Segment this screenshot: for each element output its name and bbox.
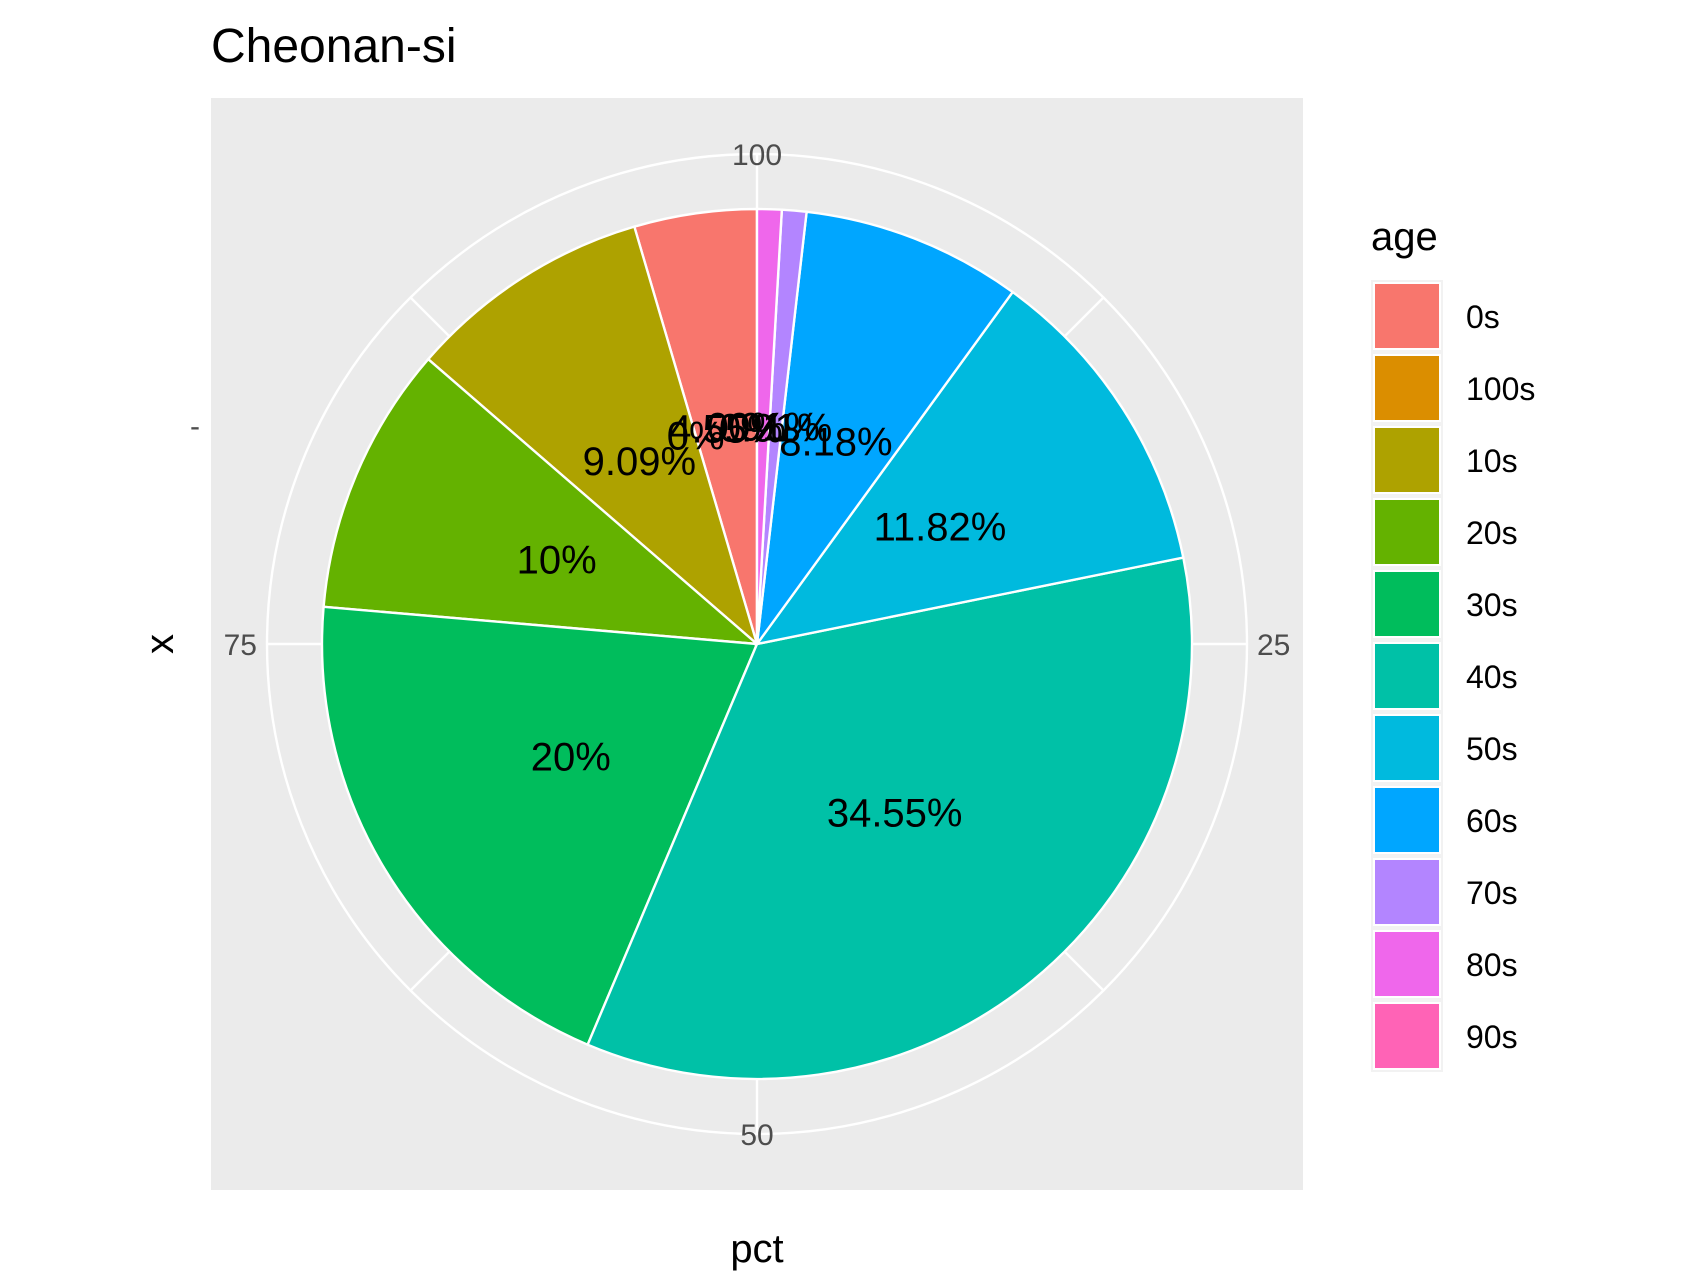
pie-slice-10s	[426, 225, 760, 648]
slice-label-100s: 0%	[667, 414, 725, 458]
slice-labels: 4.55%0%9.09%10%20%34.55%11.82%8.18%0.91%…	[517, 406, 1007, 836]
legend-label-80s: 80s	[1466, 947, 1518, 983]
tick-layer: 100 25 50 75	[224, 139, 1291, 1152]
legend-label-50s: 50s	[1466, 731, 1518, 767]
pie-slice-40s	[586, 556, 1194, 1081]
legend-key-40s	[1373, 642, 1441, 710]
pie-slice-60s	[755, 210, 1015, 649]
legend-key-80s	[1373, 930, 1441, 998]
legend-label-30s: 30s	[1466, 587, 1518, 623]
slice-label-10s: 9.09%	[583, 440, 696, 484]
legend-key-10s	[1373, 426, 1441, 494]
chart-title: Cheonan-si	[211, 20, 456, 73]
slice-label-80s: 0.91%	[707, 406, 820, 450]
slice-label-90s: 0%	[728, 406, 786, 450]
legend-label-90s: 90s	[1466, 1019, 1518, 1055]
legend-label-70s: 70s	[1466, 875, 1518, 911]
slice-label-30s: 20%	[531, 735, 611, 779]
legend: 0s 100s 10s 20s 30s 40s 50s 60s 70s 80s 90s	[1371, 280, 1535, 1072]
pie-slice-20s	[322, 357, 761, 646]
legend-key-90s	[1373, 1002, 1441, 1070]
slices-layer	[320, 207, 1194, 1081]
slice-label-40s: 34.55%	[827, 791, 963, 835]
legend-key-70s	[1373, 858, 1441, 926]
legend-label-100s: 100s	[1466, 371, 1535, 407]
slice-label-0s: 4.55%	[669, 408, 782, 452]
y-axis-title: x	[138, 634, 182, 654]
x-tick-label: 75	[224, 629, 257, 662]
legend-key-60s	[1373, 786, 1441, 854]
legend-label-0s: 0s	[1466, 299, 1500, 335]
legend-key-50s	[1373, 714, 1441, 782]
pie-slice-30s	[320, 605, 759, 1047]
legend-label-60s: 60s	[1466, 803, 1518, 839]
pie-slice-80s	[755, 207, 784, 645]
x-tick-label: 25	[1257, 629, 1290, 662]
pie-slice-50s	[754, 290, 1185, 646]
legend-key-0s	[1373, 282, 1441, 350]
legend-label-40s: 40s	[1466, 659, 1518, 695]
slice-label-50s: 11.82%	[874, 505, 1007, 549]
legend-label-20s: 20s	[1466, 515, 1518, 551]
legend-title: age	[1371, 215, 1438, 259]
y-tick-label: -	[190, 410, 200, 443]
legend-key-20s	[1373, 498, 1441, 566]
x-axis-title: pct	[730, 1227, 783, 1271]
x-tick-label: 100	[732, 139, 782, 172]
legend-key-100s	[1373, 354, 1441, 422]
slice-label-20s: 10%	[517, 538, 597, 582]
legend-label-10s: 10s	[1466, 443, 1518, 479]
legend-key-30s	[1373, 570, 1441, 638]
x-tick-label: 50	[740, 1119, 773, 1152]
slice-label-60s: 8.18%	[779, 420, 892, 464]
slice-label-70s: 0.91%	[719, 406, 832, 450]
